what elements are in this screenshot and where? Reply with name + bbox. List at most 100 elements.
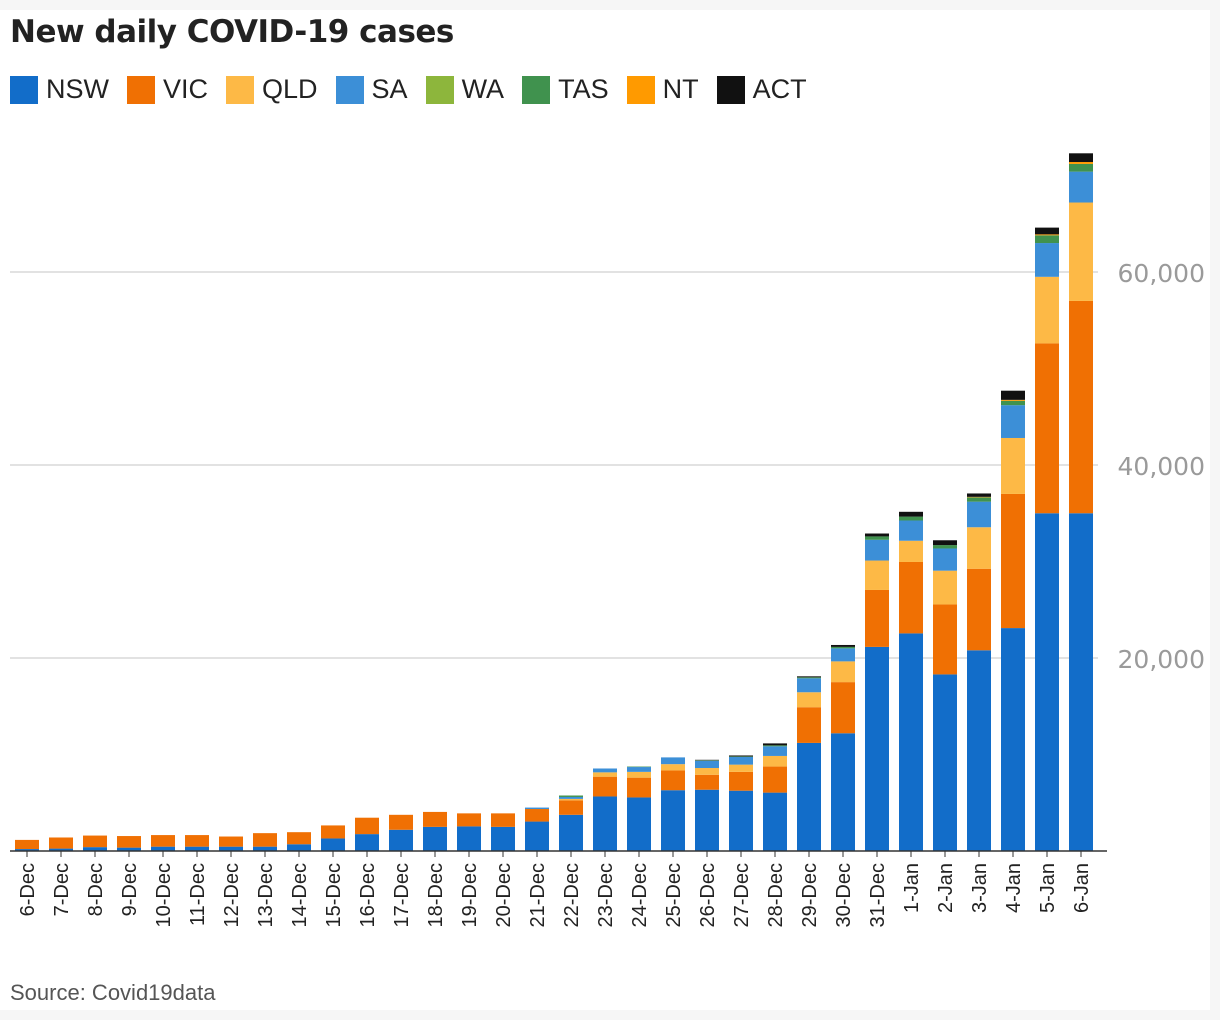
bar-segment-act-27-dec <box>729 755 753 757</box>
x-tick-label: 30-Dec <box>833 863 855 927</box>
bar-segment-tas-28-dec <box>763 745 787 747</box>
bar-segment-sa-25-dec <box>661 757 685 765</box>
bar-segment-sa-5-jan <box>1035 243 1059 277</box>
bar-segment-act-3-jan <box>967 493 991 497</box>
y-tick-label: 20,000 <box>1118 645 1205 674</box>
bar-segment-nsw-15-dec <box>321 838 345 851</box>
bar-segment-qld-25-dec <box>661 764 685 771</box>
legend-label: QLD <box>262 74 318 104</box>
bar-segment-vic-6-dec <box>15 839 39 850</box>
bar-segment-qld-23-dec <box>593 772 617 777</box>
bar-segment-qld-26-dec <box>695 768 719 775</box>
bar-segment-vic-19-dec <box>457 813 481 827</box>
bar-segment-vic-14-dec <box>287 832 311 845</box>
bar-segment-nsw-3-jan <box>967 650 991 851</box>
legend-item-qld: QLD <box>226 74 318 105</box>
x-tick-label: 27-Dec <box>731 863 753 927</box>
chart-title: New daily COVID-19 cases <box>10 14 454 50</box>
bar-segment-nsw-6-dec <box>15 849 39 851</box>
bar-segment-nsw-19-dec <box>457 826 481 851</box>
bar-segment-sa-30-dec <box>831 648 855 662</box>
bar-segment-sa-23-dec <box>593 768 617 773</box>
bar-segment-nsw-4-jan <box>1001 628 1025 851</box>
x-tick-label: 14-Dec <box>289 863 311 927</box>
bar-segment-vic-30-dec <box>831 682 855 734</box>
bar-segment-vic-31-dec <box>865 589 889 647</box>
legend-swatch <box>522 75 551 104</box>
bar-segment-tas-22-dec <box>559 795 583 797</box>
x-tick-label: 20-Dec <box>493 863 515 927</box>
bar-segment-vic-28-dec <box>763 766 787 793</box>
bar-segment-vic-21-dec <box>525 809 549 822</box>
x-tick-label: 17-Dec <box>391 863 413 927</box>
bar-segment-qld-2-jan <box>933 570 957 605</box>
bar-segment-act-6-jan <box>1069 153 1093 162</box>
bar-segment-nsw-11-dec <box>185 846 209 851</box>
legend-item-sa: SA <box>335 74 408 105</box>
bar-segment-sa-3-jan <box>967 501 991 528</box>
bar-segment-vic-6-jan <box>1069 300 1093 514</box>
bar-segment-nsw-13-dec <box>253 846 277 851</box>
legend-label: VIC <box>163 74 209 104</box>
bar-segment-nsw-6-jan <box>1069 513 1093 851</box>
legend-item-tas: TAS <box>522 74 609 105</box>
bar-segment-vic-9-dec <box>117 836 141 848</box>
bar-segment-nsw-25-dec <box>661 790 685 851</box>
x-tick-label: 11-Dec <box>187 863 209 926</box>
bar-segment-nsw-24-dec <box>627 797 651 851</box>
bar-segment-tas-1-jan <box>899 516 923 521</box>
bar-segment-tas-6-jan <box>1069 163 1093 172</box>
legend-item-nt: NT <box>626 74 699 105</box>
y-tick-label: 60,000 <box>1118 259 1205 288</box>
bar-segment-nsw-26-dec <box>695 789 719 851</box>
bar-segment-nsw-16-dec <box>355 834 379 851</box>
bar-segment-qld-29-dec <box>797 692 821 708</box>
bar-segment-vic-5-jan <box>1035 343 1059 514</box>
bar-segment-tas-30-dec <box>831 646 855 649</box>
bar-segment-nsw-27-dec <box>729 790 753 851</box>
legend-label: SA <box>371 74 408 104</box>
bar-segment-qld-24-dec <box>627 771 651 778</box>
bar-segment-qld-3-jan <box>967 527 991 569</box>
legend-label: TAS <box>558 74 609 104</box>
bar-segment-vic-29-dec <box>797 707 821 743</box>
x-tick-label: 12-Dec <box>221 863 243 927</box>
bar-segment-sa-28-dec <box>763 746 787 756</box>
bar-segment-vic-20-dec <box>491 813 515 827</box>
bar-segment-qld-30-dec <box>831 661 855 683</box>
x-tick-label: 13-Dec <box>255 863 277 927</box>
bar-segment-sa-27-dec <box>729 756 753 765</box>
bar-segment-nsw-10-dec <box>151 846 175 851</box>
bar-segment-nsw-20-dec <box>491 826 515 851</box>
legend-item-vic: VIC <box>127 74 208 105</box>
x-tick-label: 31-Dec <box>867 863 889 927</box>
x-tick-label: 2-Jan <box>935 863 957 913</box>
bar-segment-nsw-7-dec <box>49 848 73 851</box>
bar-segment-sa-6-jan <box>1069 171 1093 203</box>
bar-segment-nt-5-jan <box>1035 234 1059 236</box>
legend: NSW VIC QLD SA WA TAS NT ACT <box>10 74 825 105</box>
bar-segment-sa-31-dec <box>865 539 889 561</box>
bar-segment-vic-8-dec <box>83 835 107 848</box>
legend-label: NSW <box>46 74 109 104</box>
x-tick-label: 3-Jan <box>969 863 991 913</box>
bar-segment-vic-1-jan <box>899 561 923 634</box>
x-tick-label: 21-Dec <box>527 863 549 927</box>
bar-segment-sa-4-jan <box>1001 405 1025 438</box>
legend-swatch <box>425 75 454 104</box>
bar-segment-nsw-14-dec <box>287 844 311 851</box>
legend-swatch <box>716 75 745 104</box>
bar-segment-sa-29-dec <box>797 678 821 693</box>
bar-segment-qld-5-jan <box>1035 276 1059 344</box>
bar-segment-tas-5-jan <box>1035 235 1059 244</box>
legend-item-act: ACT <box>716 74 807 105</box>
x-tick-label: 18-Dec <box>425 863 447 927</box>
bar-segment-nsw-30-dec <box>831 733 855 851</box>
bar-segment-tas-2-jan <box>933 545 957 549</box>
bar-segment-nsw-28-dec <box>763 792 787 851</box>
bar-segment-act-5-jan <box>1035 227 1059 235</box>
x-tick-label: 23-Dec <box>595 863 617 927</box>
x-tick-label: 25-Dec <box>663 863 685 927</box>
bar-segment-vic-13-dec <box>253 833 277 847</box>
